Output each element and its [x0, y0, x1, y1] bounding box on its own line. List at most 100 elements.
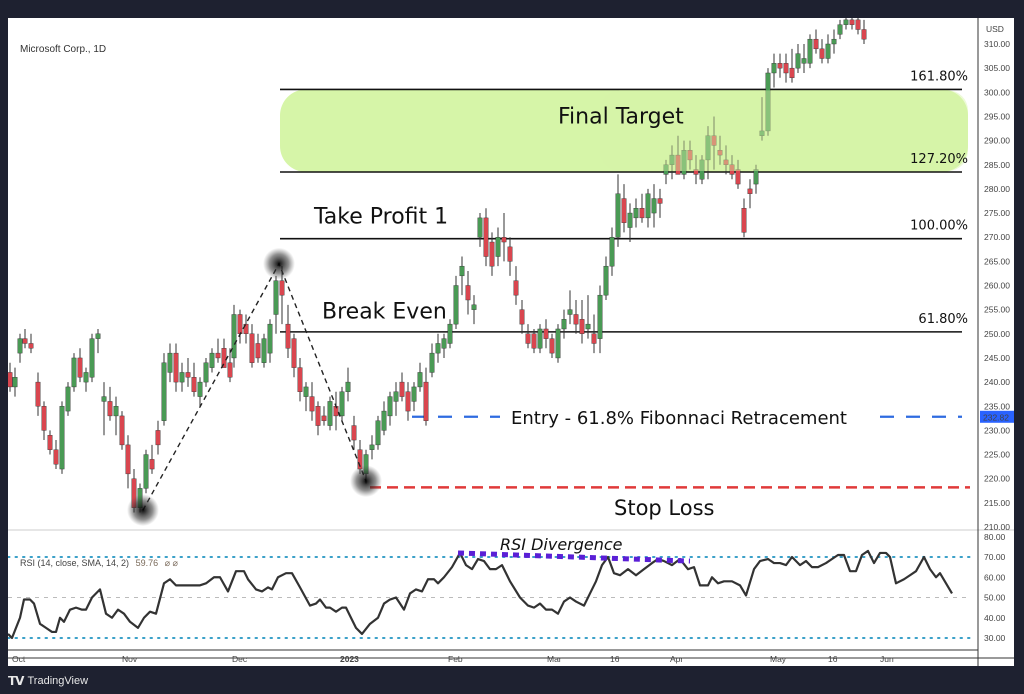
candle-body	[411, 386, 417, 402]
candle-body	[681, 150, 687, 175]
candle-body	[615, 193, 621, 238]
candle-body	[149, 459, 155, 470]
candle-body	[735, 169, 741, 185]
price-tick: 270.00	[984, 232, 1010, 242]
candle-body	[231, 314, 237, 359]
swing-path	[127, 247, 382, 527]
candle-body	[215, 352, 221, 359]
candle-body	[167, 352, 173, 373]
price-tick: 235.00	[984, 401, 1010, 411]
rsi-extra-icons: ⌀ ⌀	[164, 558, 178, 568]
rsi-pane: RSI Divergence	[8, 529, 1014, 640]
time-axis[interactable]: Oct Nov Dec 2023 Feb Mar 16 Apr May 16 Jun	[8, 649, 978, 664]
candle-body	[17, 338, 23, 354]
candle-body	[483, 217, 489, 257]
candle-body	[843, 19, 849, 25]
candle-body	[591, 333, 597, 344]
candle-body	[249, 333, 255, 363]
candle-body	[777, 63, 783, 69]
rsi-tick: 70.00	[984, 552, 1006, 562]
target-zone-rect	[280, 89, 968, 172]
price-axis[interactable]: USD 310.00 305.00 300.00 295.00 290.00 285.00 2…	[8, 18, 1014, 666]
candle-body	[651, 198, 657, 214]
rsi-tick: 60.00	[984, 572, 1006, 582]
candle-body	[837, 24, 843, 35]
candle-body	[669, 154, 675, 165]
candle-body	[741, 208, 747, 233]
swing-low-2-marker	[350, 465, 382, 498]
price-tick: 255.00	[984, 305, 1010, 315]
chart-title: Microsoft Corp., 1D	[20, 44, 107, 55]
time-tick: 16	[828, 654, 838, 664]
candle-body	[519, 309, 525, 325]
candle-body	[59, 406, 65, 470]
candle-body	[327, 401, 333, 426]
final-target-zone-overlay	[600, 90, 968, 171]
candle-body	[53, 449, 59, 465]
candle-body	[417, 372, 423, 388]
candle-body	[155, 430, 161, 446]
candle-body	[825, 43, 831, 59]
price-tick: 280.00	[984, 184, 1010, 194]
candle-body	[435, 343, 441, 354]
candle-body	[315, 406, 321, 426]
candle-body	[459, 265, 465, 277]
price-tick: 310.00	[984, 39, 1010, 49]
tradingview-brand[interactable]: 𝗧𝗩 TradingView	[8, 674, 88, 688]
price-tick: 295.00	[984, 111, 1010, 121]
candle-body	[465, 285, 471, 301]
candle-body	[849, 19, 855, 25]
candle-body	[633, 208, 639, 219]
candle-body	[191, 377, 197, 392]
candle-body	[759, 130, 765, 136]
time-tick: Feb	[448, 654, 463, 664]
candle-body	[221, 348, 227, 368]
candle-body	[813, 38, 819, 50]
candle-body	[393, 391, 399, 402]
candle-body	[789, 67, 795, 79]
rsi-label: RSI (14, close, SMA, 14, 2)	[20, 558, 130, 568]
candle-body	[185, 372, 191, 378]
swing-high-marker	[263, 247, 295, 280]
candle-body	[179, 372, 185, 383]
candle-body	[101, 396, 107, 402]
candle-body	[549, 338, 555, 354]
candle-body	[711, 135, 717, 146]
rsi-divergence-label: RSI Divergence	[500, 535, 623, 554]
final-target-label: Final Target	[558, 105, 684, 130]
swing-low-1-marker	[127, 494, 159, 527]
fib-label: 61.80%	[918, 312, 968, 327]
time-tick: Oct	[12, 654, 26, 664]
price-tick: 245.00	[984, 353, 1010, 363]
take-profit-label: Take Profit 1	[313, 205, 448, 230]
candle-body	[645, 193, 651, 219]
chart-frame: Final Target Take Profit 1 Break Even Entry…	[8, 18, 1014, 666]
rsi-tick: 40.00	[984, 613, 1006, 623]
candle-body	[95, 333, 101, 339]
rsi-value: 59.76	[135, 558, 159, 568]
current-price-value: 232.82	[983, 412, 1009, 422]
time-tick: 16	[610, 654, 620, 664]
candle-body	[89, 338, 95, 378]
candle-body	[597, 294, 603, 339]
candle-body	[819, 48, 825, 59]
candle-body	[501, 236, 507, 243]
candle-body	[297, 367, 303, 392]
rsi-tick: 80.00	[984, 532, 1006, 542]
candle-body	[71, 357, 77, 388]
candle-body	[771, 63, 777, 74]
candle-body	[675, 154, 681, 175]
candle-body	[143, 454, 149, 489]
rsi-divergence-line	[457, 550, 691, 564]
candle-body	[627, 212, 633, 228]
entry-label: Entry - 61.8% Fibonnaci Retracement	[511, 408, 847, 429]
candle-body	[83, 372, 89, 383]
candle-body	[77, 357, 83, 378]
price-tick: 285.00	[984, 160, 1010, 170]
price-tick: 265.00	[984, 256, 1010, 266]
candle-body	[687, 150, 693, 161]
rsi-tick: 50.00	[984, 593, 1006, 603]
candle-body	[555, 328, 561, 359]
candle-body	[321, 415, 327, 421]
price-tick: 305.00	[984, 63, 1010, 73]
